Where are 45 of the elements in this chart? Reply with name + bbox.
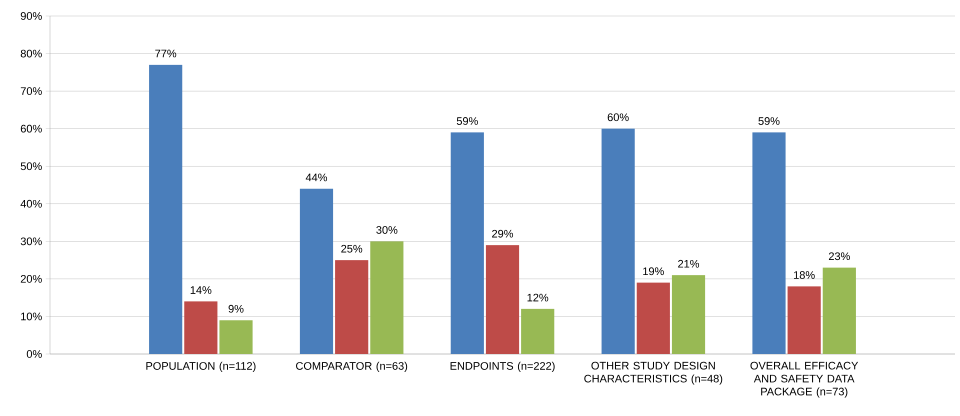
data-label: 29% <box>492 230 514 238</box>
bar <box>822 268 856 354</box>
bar <box>788 286 821 354</box>
bar <box>450 132 484 354</box>
y-tick-label: 20% <box>20 275 42 283</box>
bar <box>300 188 334 354</box>
bar <box>149 64 182 354</box>
y-tick-label: 70% <box>20 87 42 95</box>
bar <box>184 301 218 354</box>
y-tick-label: 30% <box>20 237 42 246</box>
bar <box>636 282 670 354</box>
y-tick-label: 90% <box>20 12 42 20</box>
y-tick-label: 80% <box>20 50 42 58</box>
data-label: 18% <box>794 271 815 279</box>
data-label: 77% <box>155 50 176 58</box>
bar <box>602 128 635 354</box>
data-label: 23% <box>828 252 850 260</box>
data-label: 9% <box>228 304 244 313</box>
y-tick-label: 60% <box>20 124 42 133</box>
x-tick-label: OTHER STUDY DESIGN CHARACTERISTICS (n=48) <box>584 362 722 385</box>
x-tick-label: OVERALL EFFICACY AND SAFETY DATA PACKAGE (n=73) <box>750 362 858 398</box>
data-label: 21% <box>678 260 700 268</box>
data-label: 59% <box>456 117 478 125</box>
bar <box>521 308 554 354</box>
bar <box>672 275 706 354</box>
bar <box>370 241 404 354</box>
y-tick-label: 0% <box>26 350 42 358</box>
data-label: 60% <box>608 113 629 122</box>
y-tick-label: 40% <box>20 200 42 208</box>
bar <box>335 260 368 354</box>
x-tick-label: ENDPOINTS (n=222) <box>450 362 555 372</box>
data-label: 44% <box>306 174 328 182</box>
data-label: 30% <box>376 226 398 234</box>
data-label: 19% <box>643 267 664 276</box>
bar <box>219 320 253 354</box>
bar <box>752 132 786 354</box>
x-tick-label: POPULATION (n=112) <box>146 362 256 372</box>
data-label: 12% <box>528 294 548 302</box>
data-label: 14% <box>190 286 212 294</box>
data-label: 25% <box>341 244 362 253</box>
data-label: 59% <box>758 117 780 125</box>
y-tick-label: 50% <box>20 162 42 170</box>
y-tick-label: 10% <box>21 312 42 320</box>
x-tick-label: COMPARATOR (n=63) <box>296 362 408 372</box>
bar <box>486 245 520 354</box>
